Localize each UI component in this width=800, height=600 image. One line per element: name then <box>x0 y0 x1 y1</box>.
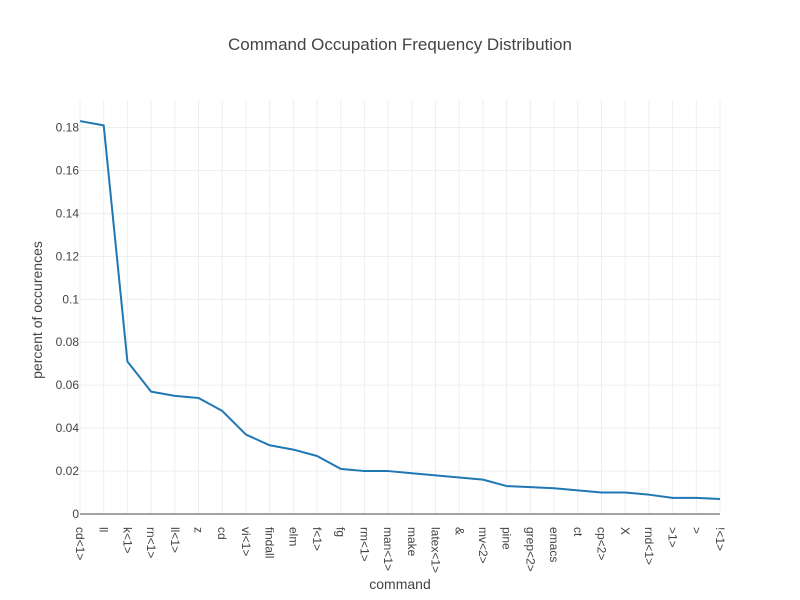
x-tick-label: f<1> <box>310 527 324 551</box>
y-tick-label: 0.12 <box>56 249 80 263</box>
x-axis-title: command <box>369 576 430 592</box>
x-gridlines <box>79 100 721 514</box>
x-tick-label: & <box>452 527 466 535</box>
x-tick-labels: cd<1> ll k<1> rn<1> ll<1> z cd vi<1> findall elm f… <box>73 527 727 573</box>
x-tick-label: X <box>618 527 632 535</box>
x-tick-label: latex<1> <box>429 527 443 573</box>
x-tick-label: k<1> <box>120 527 134 554</box>
x-tick-label: cp<2> <box>594 527 608 560</box>
x-tick-label: findall <box>263 527 277 558</box>
y-tick-label: 0.06 <box>56 378 80 392</box>
y-tick-label: 0.14 <box>56 206 80 220</box>
x-tick-label: mv<2> <box>476 527 490 564</box>
x-tick-label: rm<1> <box>357 527 371 562</box>
x-tick-label: ct <box>571 527 585 537</box>
y-tick-label: 0.02 <box>56 464 80 478</box>
x-tick-label: cd <box>215 527 229 540</box>
x-tick-label: man<1> <box>381 527 395 571</box>
x-tick-label: > <box>689 527 703 534</box>
y-axis-title: percent of occurences <box>29 241 45 379</box>
x-tick-label: pine <box>500 527 514 550</box>
x-tick-label: emacs <box>547 527 561 562</box>
x-tick-label: cd<1> <box>73 527 87 560</box>
y-tick-labels: 0 0.02 0.04 0.06 0.08 0.1 0.12 0.14 0.16 0.18 <box>56 121 80 522</box>
x-tick-label: ll <box>97 527 111 532</box>
y-tick-label: 0.08 <box>56 335 80 349</box>
x-tick-label: !<1> <box>713 527 727 551</box>
y-gridlines <box>80 127 720 472</box>
x-tick-label: fg <box>334 527 348 537</box>
x-tick-label: elm <box>286 527 300 546</box>
x-tick-label: vi<1> <box>239 527 253 556</box>
y-tick-label: 0.16 <box>56 163 80 177</box>
x-tick-label: rnd<1> <box>642 527 656 565</box>
series-line <box>79 120 721 500</box>
y-tick-label: 0.04 <box>56 421 80 435</box>
x-tick-label: grep<2> <box>523 527 537 572</box>
x-tick-label: z <box>192 527 206 533</box>
y-tick-label: 0.18 <box>56 121 80 135</box>
x-tick-label: rn<1> <box>144 527 158 558</box>
x-tick-label: >1> <box>666 527 680 548</box>
y-tick-label: 0.1 <box>62 292 79 306</box>
x-tick-label: ll<1> <box>168 527 182 553</box>
chart-title: Command Occupation Frequency Distributio… <box>228 35 572 54</box>
y-tick-label: 0 <box>72 507 79 521</box>
x-tick-label: make <box>405 527 419 557</box>
